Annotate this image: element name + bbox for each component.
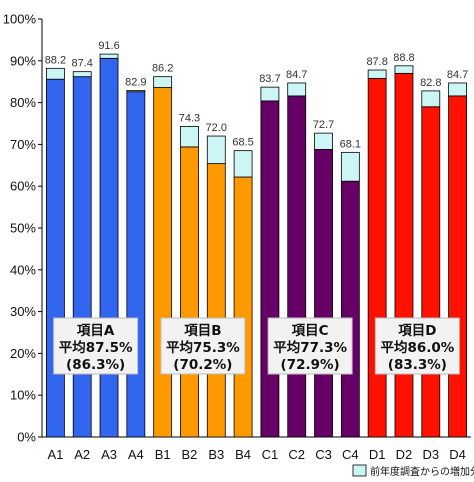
y-tick-label: 60% xyxy=(10,179,36,194)
group-annotation-box xyxy=(160,317,246,375)
bar-base-C1 xyxy=(260,100,280,438)
group-previous-average: (72.9%) xyxy=(281,357,340,373)
bar-increase-C2 xyxy=(287,82,307,97)
bar-base-A1 xyxy=(46,78,65,438)
bar-increase-B4 xyxy=(233,150,253,178)
group-title: 項目D xyxy=(398,323,436,339)
bar-increase-D2 xyxy=(394,65,414,74)
x-tick-label-A4: A4 xyxy=(128,447,144,462)
data-label-B2: 74.3 xyxy=(179,112,200,124)
bar-base-A4 xyxy=(126,91,146,438)
x-tick-label-B2: B2 xyxy=(182,447,198,462)
group-title: 項目B xyxy=(184,323,221,339)
bar-increase-A2 xyxy=(72,71,92,78)
x-tick-label-D3: D3 xyxy=(422,447,439,462)
x-tick-label-C4: C4 xyxy=(342,447,359,462)
y-tick-label: 80% xyxy=(10,95,36,110)
y-tick-label: 30% xyxy=(10,304,36,319)
y-tick-label: 70% xyxy=(10,137,36,152)
data-label-B3: 72.0 xyxy=(206,122,227,134)
x-tick-label-B1: B1 xyxy=(155,447,171,462)
bar-increase-A4 xyxy=(126,90,146,93)
legend-swatch-increase xyxy=(352,464,367,477)
x-tick-label-D2: D2 xyxy=(396,447,413,462)
bar-base-C4 xyxy=(340,180,360,438)
bar-increase-D1 xyxy=(367,69,387,79)
bar-base-B1 xyxy=(153,87,173,438)
bar-base-B4 xyxy=(233,176,253,438)
data-label-D4: 84.7 xyxy=(447,69,468,81)
bar-increase-D4 xyxy=(448,82,467,97)
axes: 0% 10% 20% 30% 40% 50% 60% 70% 80% 90% 100% xyxy=(3,12,471,445)
bar-base-D1 xyxy=(367,77,387,438)
group-average: 平均87.5% xyxy=(59,339,133,356)
data-label-D3: 82.8 xyxy=(420,77,441,89)
bar-base-C3 xyxy=(314,149,333,438)
data-label-D1: 87.8 xyxy=(366,56,387,68)
bar-increase-D3 xyxy=(421,90,441,108)
y-tick-label: 100% xyxy=(3,12,37,27)
x-tick-label-A3: A3 xyxy=(101,447,117,462)
bar-base-B3 xyxy=(206,163,226,438)
y-tick-label: 0% xyxy=(17,430,36,445)
group-annotation-box xyxy=(53,317,139,375)
bar-base-D3 xyxy=(421,106,441,438)
group-annotation-box xyxy=(267,317,353,375)
y-tick-label: 50% xyxy=(10,221,36,236)
x-tick-label-C1: C1 xyxy=(262,447,279,462)
group-annotation-box xyxy=(374,317,460,375)
bar-increase-C3 xyxy=(314,132,333,150)
data-label-A1: 88.2 xyxy=(45,54,66,66)
group-average: 平均77.3% xyxy=(273,339,347,356)
data-label-C1: 83.7 xyxy=(259,73,280,85)
bars xyxy=(46,53,467,438)
bar-increase-A1 xyxy=(46,67,65,80)
x-tick-label-C3: C3 xyxy=(315,447,332,462)
bar-increase-B1 xyxy=(153,76,173,88)
y-tick-label: 10% xyxy=(10,388,36,403)
y-tick-label: 40% xyxy=(10,262,36,277)
group-previous-average: (86.3%) xyxy=(66,357,125,373)
x-tick-label-D1: D1 xyxy=(369,447,386,462)
bar-increase-B2 xyxy=(180,126,199,148)
legend: 前年度調査からの増加分 xyxy=(352,464,474,478)
bar-increase-B3 xyxy=(206,135,226,165)
bar-base-B2 xyxy=(180,146,199,438)
bar-base-A3 xyxy=(99,57,119,438)
x-tick-label-B3: B3 xyxy=(208,447,224,462)
bar-base-D2 xyxy=(394,72,414,438)
group-previous-average: (70.2%) xyxy=(173,357,232,373)
legend-label-increase: 前年度調査からの増加分 xyxy=(370,465,474,478)
data-label-D2: 88.8 xyxy=(393,52,414,64)
data-label-A2: 87.4 xyxy=(72,58,93,70)
bar-base-C2 xyxy=(287,95,307,438)
group-average: 平均75.3% xyxy=(166,339,240,356)
bar-increase-A3 xyxy=(99,53,119,59)
y-tick-label: 20% xyxy=(10,346,36,361)
bar-base-D4 xyxy=(448,95,467,438)
data-label-A4: 82.9 xyxy=(125,76,146,88)
x-tick-label-A2: A2 xyxy=(74,447,90,462)
data-label-A3: 91.6 xyxy=(98,40,119,52)
x-tick-label-B4: B4 xyxy=(235,447,251,462)
bar-base-A2 xyxy=(72,76,92,438)
bar-increase-C4 xyxy=(340,151,360,182)
data-label-C4: 68.1 xyxy=(340,138,361,150)
bar-increase-C1 xyxy=(260,86,280,102)
group-title: 項目C xyxy=(292,323,329,339)
x-tick-label-C2: C2 xyxy=(288,447,305,462)
y-tick-label: 90% xyxy=(10,53,36,68)
x-tick-label-D4: D4 xyxy=(449,447,466,462)
labels: 88.2 A1 87.4 A2 91.6 A3 82.9 A4 86.2 B1 74.3 B2 72.0… xyxy=(45,40,469,462)
group-average: 平均86.0% xyxy=(380,339,454,356)
data-label-B1: 86.2 xyxy=(152,63,173,75)
data-label-C2: 84.7 xyxy=(286,69,307,81)
data-label-C3: 72.7 xyxy=(313,119,334,131)
group-previous-average: (83.3%) xyxy=(388,357,447,373)
group-title: 項目A xyxy=(77,323,115,339)
x-tick-label-A1: A1 xyxy=(47,447,63,462)
data-label-B4: 68.5 xyxy=(232,137,253,149)
